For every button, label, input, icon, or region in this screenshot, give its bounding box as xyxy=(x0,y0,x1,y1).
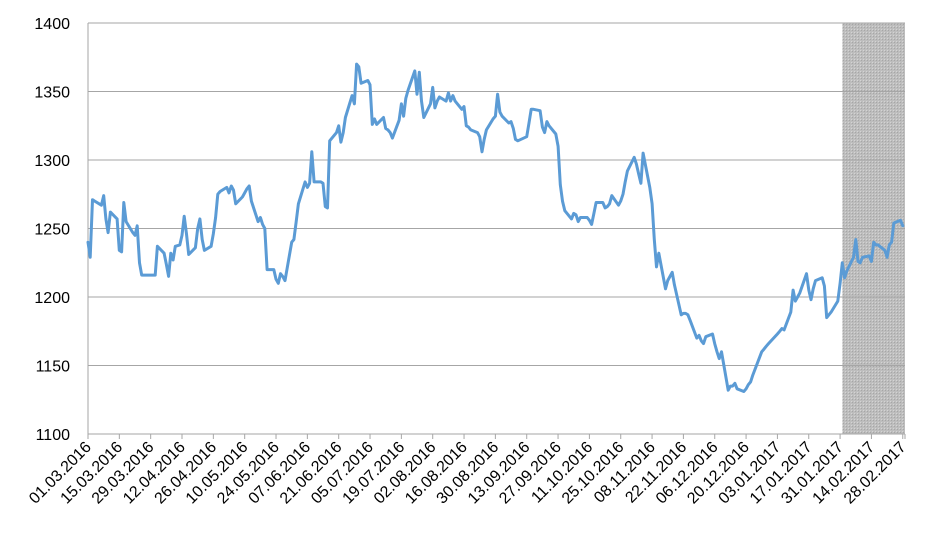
y-tick-label: 1150 xyxy=(36,359,71,376)
series-line xyxy=(86,62,905,393)
y-tick-label: 1200 xyxy=(34,290,70,307)
y-tick-label: 1250 xyxy=(34,222,70,239)
y-tick-label: 1300 xyxy=(34,153,70,170)
axes xyxy=(87,23,906,439)
x-tick-labels: 01.03.201615.03.201629.03.201612.04.2016… xyxy=(26,439,909,508)
y-tick-labels: 1100 1150 1200 1250 1300 1350 1400 xyxy=(34,16,70,444)
y-tick-label: 1400 xyxy=(34,16,70,33)
y-tick-label: 1350 xyxy=(34,85,70,102)
gridlines xyxy=(88,22,905,435)
series-layer xyxy=(86,62,905,393)
y-tick-label: 1100 xyxy=(36,427,71,444)
